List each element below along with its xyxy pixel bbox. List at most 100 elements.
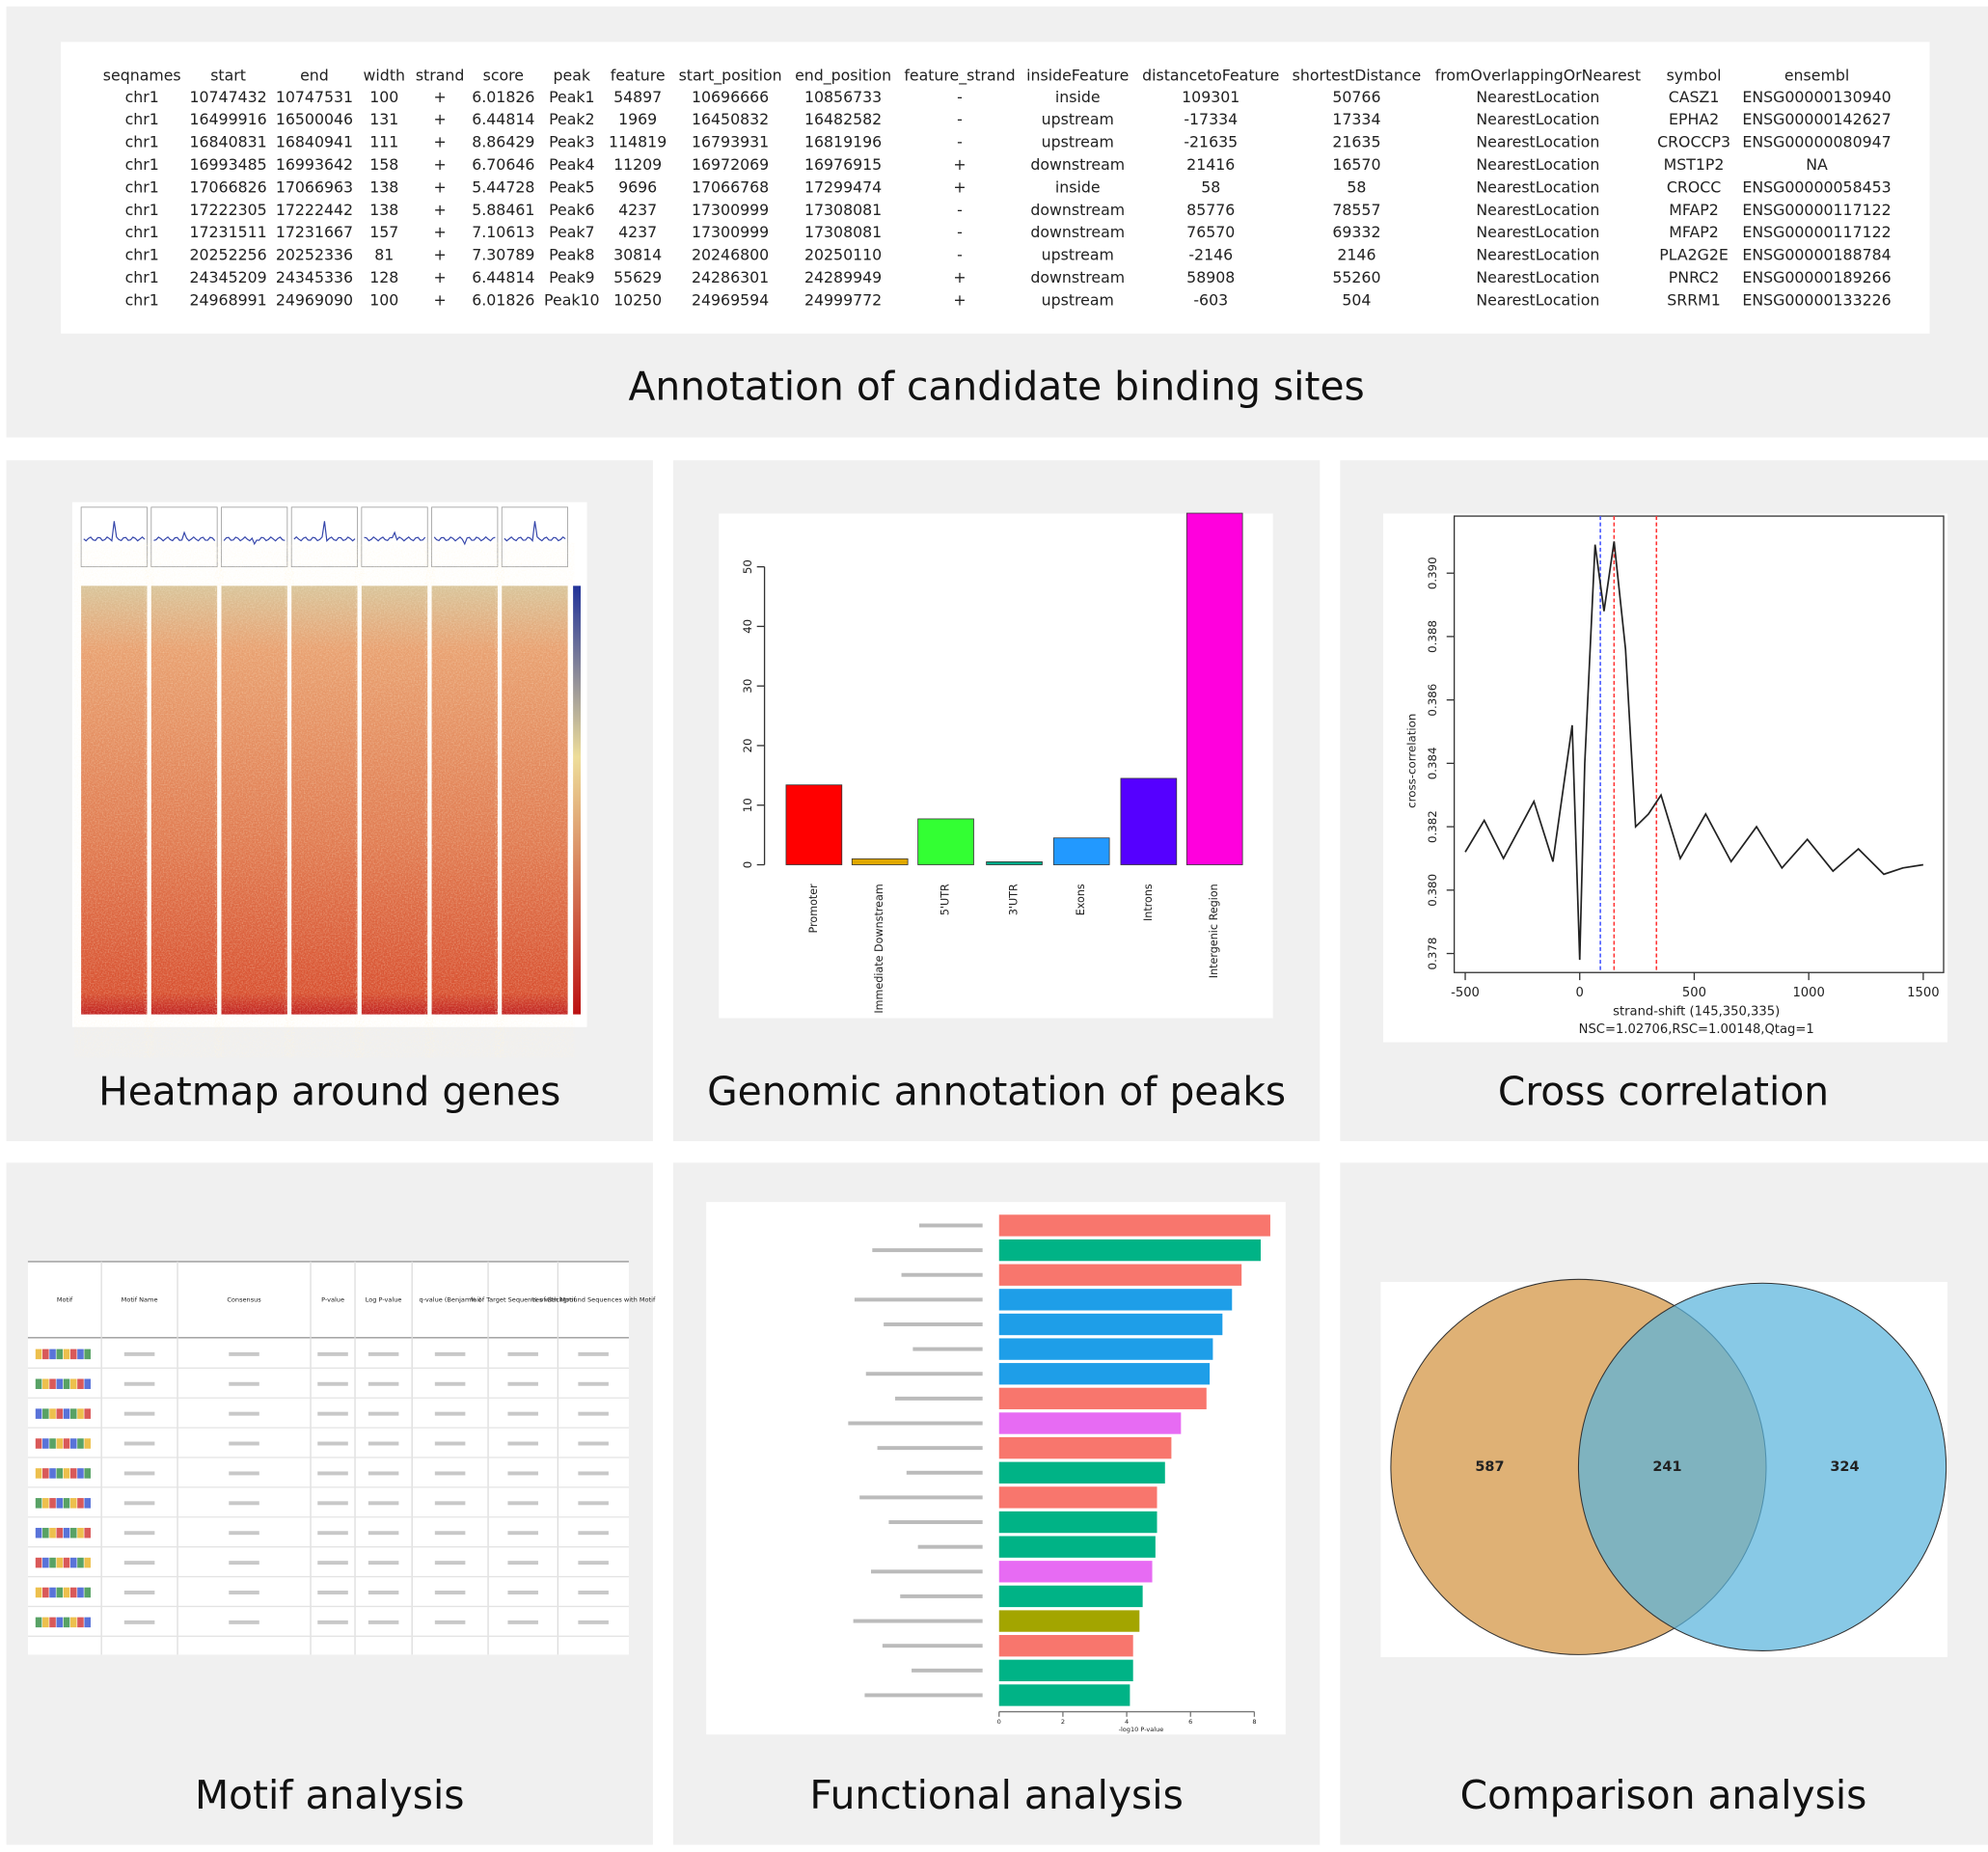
- blurred-cell: [317, 1471, 348, 1476]
- bar: [998, 1387, 1207, 1410]
- motif-logo: [35, 1527, 42, 1539]
- table-cell: 24289949: [804, 268, 882, 286]
- table-cell: +: [433, 133, 446, 151]
- bar: [998, 1486, 1157, 1509]
- blurred-cell: [578, 1351, 609, 1356]
- blurred-cell: [229, 1351, 259, 1356]
- bar: [998, 1363, 1211, 1385]
- table-cell: +: [433, 155, 446, 174]
- table-cell: 2146: [1337, 246, 1375, 264]
- table-header: Consensus: [227, 1295, 261, 1303]
- motif-logo: [63, 1527, 70, 1539]
- y-axis-label: cross-correlation: [1405, 714, 1419, 808]
- bar: [998, 1610, 1140, 1632]
- table-cell: NearestLocation: [1476, 155, 1599, 174]
- blurred-cell: [317, 1441, 348, 1446]
- caption: Comparison analysis: [1460, 1772, 1867, 1818]
- blurred-cell: [434, 1381, 466, 1386]
- table-cell: 24999772: [804, 290, 882, 309]
- table-cell: -17334: [1184, 110, 1238, 128]
- table-cell: 58: [1201, 177, 1220, 196]
- motif-logo: [35, 1468, 42, 1479]
- table-area: [61, 41, 1930, 334]
- blurred-cell: [123, 1531, 155, 1536]
- blurred-cell: [434, 1411, 466, 1416]
- blurred-cell: [317, 1561, 348, 1566]
- table-cell: CROCCP3: [1657, 133, 1730, 151]
- motif-logo: [77, 1438, 84, 1449]
- y-tick-label: 0.390: [1426, 557, 1439, 589]
- motif-logo: [63, 1438, 70, 1449]
- table-cell: +: [953, 177, 966, 196]
- table-header: end_position: [795, 66, 891, 85]
- table-cell: -603: [1193, 290, 1228, 309]
- motif-logo: [49, 1557, 56, 1568]
- profile-box: [501, 506, 568, 568]
- motif-logo: [84, 1468, 91, 1479]
- bar: [998, 1239, 1262, 1262]
- table-cell: +: [953, 290, 966, 309]
- table-cell: 100: [369, 290, 398, 309]
- table-cell: 5.88461: [472, 201, 534, 219]
- y-tick-label: 40: [741, 619, 754, 634]
- blurred-cell: [123, 1501, 155, 1506]
- motif-logo: [63, 1378, 70, 1390]
- region-count: 241: [1652, 1459, 1681, 1475]
- blurred-label: [884, 1322, 983, 1326]
- blurred-label: [888, 1520, 983, 1525]
- blurred-cell: [317, 1620, 348, 1624]
- blurred-label: [917, 1544, 983, 1549]
- motif-logo: [35, 1617, 42, 1628]
- table-header: start: [210, 66, 246, 84]
- table-cell: 69332: [1332, 223, 1380, 241]
- motif-logo: [56, 1468, 64, 1479]
- blurred-cell: [368, 1411, 399, 1416]
- y-tick-label: 0.386: [1426, 684, 1439, 717]
- motif-logo: [84, 1557, 91, 1568]
- table-header: feature_strand: [904, 66, 1015, 85]
- motif-logo: [77, 1527, 84, 1539]
- y-tick-label: 0.384: [1426, 747, 1439, 779]
- table-cell: chr1: [125, 177, 159, 196]
- table-cell: +: [433, 177, 446, 196]
- table-cell: 20252336: [276, 246, 353, 264]
- motif-logo: [42, 1498, 49, 1509]
- table-cell: 6.01826: [472, 290, 534, 309]
- motif-logo: [56, 1378, 64, 1390]
- blurred-cell: [368, 1471, 399, 1476]
- table-cell: NA: [1806, 155, 1828, 174]
- table-cell: 85776: [1186, 201, 1235, 219]
- x-tick-label: 4: [1125, 1718, 1129, 1726]
- table-header: fromOverlappingOrNearest: [1435, 66, 1641, 84]
- table-cell: -: [957, 246, 963, 264]
- blurred-cell: [434, 1620, 466, 1624]
- x-tick-label: 6: [1188, 1718, 1192, 1726]
- blurred-cell: [507, 1591, 538, 1594]
- table-cell: 10747531: [276, 88, 353, 106]
- table-cell: 128: [369, 268, 398, 286]
- motif-logo: [84, 1527, 91, 1539]
- table-header: Log P-value: [366, 1295, 402, 1303]
- caption: Annotation of candidate binding sites: [628, 364, 1364, 410]
- motif-logo: [42, 1617, 49, 1628]
- table-cell: 17308081: [804, 201, 882, 219]
- profile-box: [361, 506, 428, 568]
- motif-logo: [49, 1408, 56, 1419]
- heatmap-noise: [221, 586, 287, 1015]
- table-header: Motif Name: [122, 1295, 158, 1303]
- table-cell: 9696: [618, 177, 657, 196]
- x-tick-label: 500: [1682, 986, 1706, 1000]
- motif-logo: [77, 1348, 84, 1360]
- bar: [998, 1536, 1156, 1558]
- table-header: P-value: [321, 1295, 344, 1303]
- blurred-cell: [229, 1531, 259, 1536]
- y-tick-label: 30: [741, 679, 754, 694]
- table-cell: 81: [374, 246, 394, 264]
- blurred-cell: [434, 1351, 466, 1356]
- table-cell: NearestLocation: [1476, 290, 1599, 309]
- profile-line: [83, 521, 146, 542]
- table-cell: ENSG00000189266: [1742, 268, 1891, 286]
- motif-logo: [69, 1438, 77, 1449]
- x-tick-label: Introns: [1142, 884, 1155, 921]
- blurred-cell: [229, 1471, 259, 1476]
